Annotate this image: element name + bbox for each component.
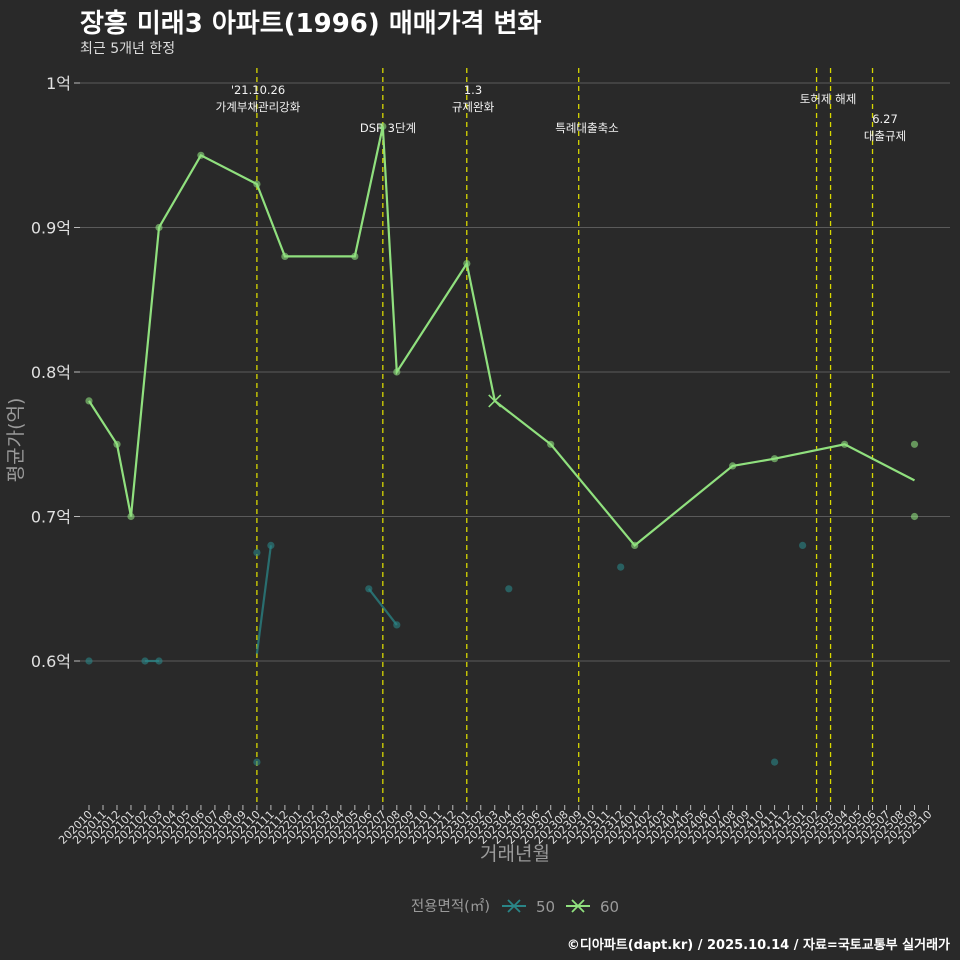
series-60-point bbox=[281, 252, 289, 260]
series-50-point bbox=[617, 563, 625, 571]
series-60-point bbox=[379, 122, 387, 130]
event-label-line: 가계부채관리강화 bbox=[216, 100, 301, 114]
series-60-point bbox=[85, 397, 93, 405]
series-60-point bbox=[197, 151, 205, 159]
source-caption: ©디아파트(dapt.kr) / 2025.10.14 / 자료=국토교통부 실… bbox=[566, 938, 950, 953]
series-50-point bbox=[771, 758, 779, 766]
series-50-point bbox=[253, 549, 261, 557]
series-60-point bbox=[463, 260, 471, 268]
event-label-line: DSR 3단계 bbox=[360, 121, 416, 135]
legend-key-cross bbox=[507, 899, 521, 913]
axis-layer: 0.6억0.7억0.8억0.9억1억2020102020112020122021… bbox=[5, 74, 935, 865]
series-50-point bbox=[799, 541, 807, 550]
series-50-point bbox=[85, 657, 93, 665]
event-label: 특례대출축소 bbox=[555, 121, 618, 135]
event-label: 6.27 대출규제 bbox=[864, 112, 906, 143]
series-50-point bbox=[393, 621, 401, 629]
series-50-point bbox=[253, 758, 261, 766]
series-60-line bbox=[88, 126, 916, 547]
y-tick-label: 0.6억 bbox=[31, 652, 71, 671]
legend-label: 50 bbox=[536, 898, 555, 916]
series-50-point bbox=[267, 541, 275, 550]
series-50-line bbox=[255, 545, 272, 654]
series-60-point bbox=[253, 180, 261, 188]
event-label: DSR 3단계 bbox=[360, 121, 416, 135]
series-60-point bbox=[393, 368, 401, 376]
series-60-point bbox=[729, 462, 737, 470]
series-60-point bbox=[155, 223, 163, 232]
series-60-cross-point bbox=[488, 394, 502, 408]
series-60-point bbox=[547, 440, 555, 448]
event-label-line: '21.10.26 bbox=[231, 83, 285, 97]
legend-key-cross bbox=[571, 899, 585, 913]
series-50-point bbox=[505, 585, 513, 593]
series-60-point bbox=[910, 440, 919, 448]
series-60-point bbox=[841, 440, 849, 448]
chart-subtitle: 최근 5개년 한정 bbox=[80, 41, 176, 57]
chart-title: 장흥 미래3 아파트(1996) 매매가격 변화 bbox=[80, 9, 542, 39]
legend-label: 60 bbox=[600, 898, 619, 916]
x-axis-title: 거래년월 bbox=[480, 843, 550, 865]
legend-layer: 전용면적(㎡) 50 60 bbox=[411, 898, 619, 916]
series-50-point bbox=[141, 657, 149, 665]
series-layer bbox=[85, 122, 919, 766]
series-50-point bbox=[155, 657, 163, 665]
event-label: '21.10.26 가계부채관리강화 bbox=[216, 83, 301, 114]
y-tick-label: 0.8억 bbox=[31, 363, 71, 382]
legend-title: 전용면적(㎡) bbox=[411, 898, 490, 915]
y-tick-label: 0.7억 bbox=[31, 508, 71, 527]
event-label-line: 6.27 bbox=[872, 112, 898, 126]
event-label-line: 규제완화 bbox=[452, 100, 495, 114]
y-tick-label: 1억 bbox=[46, 74, 71, 93]
event-label-line: 대출규제 bbox=[864, 129, 906, 143]
event-label-line: 특례대출축소 bbox=[555, 121, 618, 135]
series-60-point bbox=[127, 512, 135, 521]
series-60-point bbox=[910, 512, 919, 521]
event-label: 1.3 규제완화 bbox=[452, 83, 495, 114]
series-50-line bbox=[367, 588, 398, 626]
event-label-line: 토허제 해제 bbox=[800, 92, 857, 106]
grid-layer bbox=[80, 82, 950, 662]
series-60-point bbox=[351, 252, 359, 260]
event-label: 토허제 해제 bbox=[800, 92, 857, 106]
series-60-point bbox=[631, 541, 639, 550]
series-60-point bbox=[113, 440, 121, 448]
event-label-line: 1.3 bbox=[464, 83, 482, 97]
y-tick-label: 0.9억 bbox=[31, 219, 71, 238]
series-50-point bbox=[365, 585, 373, 593]
y-axis-title: 평균가(억) bbox=[5, 398, 27, 483]
series-60-point bbox=[771, 455, 779, 463]
